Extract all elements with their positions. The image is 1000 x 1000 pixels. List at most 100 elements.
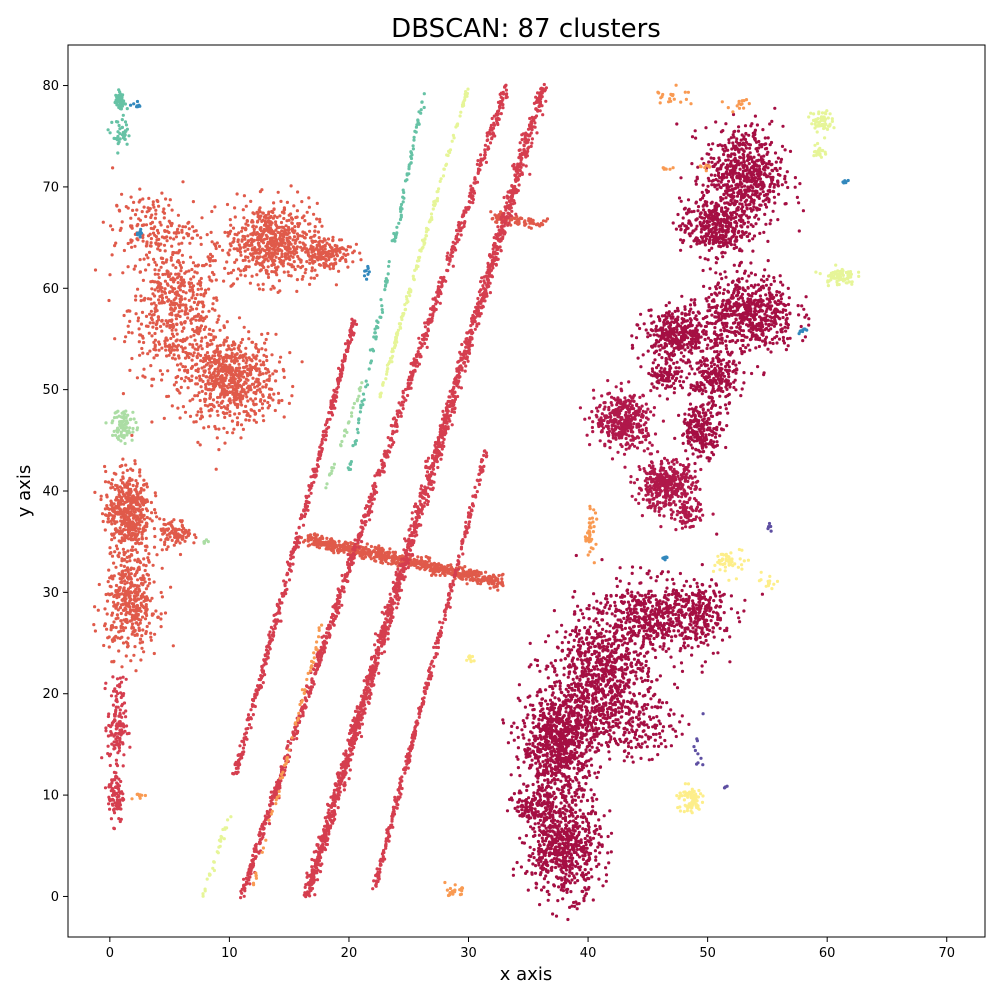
data-point [192, 351, 196, 355]
data-point [167, 353, 171, 357]
data-point [140, 578, 144, 582]
data-point [127, 554, 131, 559]
data-point [290, 263, 294, 267]
data-point [248, 384, 252, 388]
data-point [136, 578, 140, 582]
data-point [232, 361, 237, 365]
data-point [311, 240, 315, 244]
data-point [338, 258, 342, 263]
data-point [157, 301, 161, 305]
data-point [184, 350, 188, 355]
data-point [153, 508, 157, 512]
data-point [334, 283, 338, 287]
data-point [230, 372, 234, 377]
data-point [136, 623, 140, 627]
data-point [142, 478, 146, 482]
data-point [102, 643, 106, 648]
data-point [125, 645, 130, 649]
data-point [251, 376, 255, 380]
data-point [137, 628, 142, 632]
data-point [241, 396, 245, 400]
data-point [320, 224, 324, 228]
data-point [148, 232, 152, 236]
data-point [223, 363, 227, 367]
data-point [300, 200, 304, 204]
data-point [105, 493, 109, 497]
data-point [261, 385, 265, 389]
data-point [264, 371, 268, 375]
data-point [206, 388, 210, 392]
data-point [294, 215, 298, 220]
data-point [243, 258, 247, 262]
data-point [103, 464, 107, 469]
data-point [252, 227, 256, 231]
data-point [164, 537, 168, 541]
data-point [169, 306, 173, 310]
data-point [142, 557, 146, 561]
data-point [492, 579, 496, 583]
data-point [241, 234, 245, 238]
data-point [117, 649, 121, 653]
data-point [154, 609, 158, 613]
data-point [179, 269, 183, 273]
data-point [210, 279, 214, 283]
data-point [134, 599, 138, 603]
data-point [257, 214, 261, 218]
data-point [140, 537, 144, 541]
data-point [118, 738, 122, 742]
data-point [224, 391, 228, 396]
data-point [179, 385, 183, 389]
data-point [312, 543, 317, 547]
data-point [284, 224, 288, 228]
data-point [229, 244, 233, 248]
data-point [349, 542, 353, 546]
data-point [113, 337, 117, 341]
data-point [130, 356, 134, 361]
data-point [170, 244, 174, 248]
data-point [145, 521, 149, 526]
data-point [112, 510, 116, 514]
data-point [139, 299, 143, 303]
data-point [126, 528, 130, 532]
data-point [120, 481, 125, 485]
data-point [159, 625, 163, 629]
data-point [316, 230, 320, 234]
data-point [390, 555, 394, 559]
data-point [134, 479, 138, 483]
data-point [217, 403, 221, 408]
data-point [199, 287, 203, 291]
data-point [420, 512, 424, 516]
data-point [260, 232, 264, 236]
data-point [192, 541, 196, 545]
data-point [416, 555, 420, 559]
data-point [464, 364, 468, 368]
data-point [327, 543, 331, 547]
data-point [191, 225, 195, 229]
data-point [261, 241, 266, 245]
data-point [256, 235, 260, 240]
data-point [195, 233, 199, 237]
data-point [93, 490, 97, 494]
data-point [112, 809, 116, 813]
data-point [260, 332, 264, 336]
data-point [249, 388, 253, 392]
data-point [214, 244, 218, 248]
data-point [157, 268, 161, 272]
data-point [148, 581, 152, 585]
data-point [119, 563, 123, 568]
data-point [239, 253, 243, 257]
data-point [196, 410, 200, 414]
data-point [344, 749, 348, 753]
data-point [145, 607, 149, 612]
data-point [114, 527, 118, 531]
data-point [230, 359, 234, 363]
data-point [317, 243, 321, 247]
data-point [518, 141, 522, 145]
data-point [332, 540, 337, 544]
data-point [175, 302, 179, 306]
data-point [215, 241, 219, 245]
data-point [201, 379, 205, 384]
data-point [188, 309, 192, 313]
data-point [196, 282, 200, 286]
data-point [153, 632, 157, 636]
